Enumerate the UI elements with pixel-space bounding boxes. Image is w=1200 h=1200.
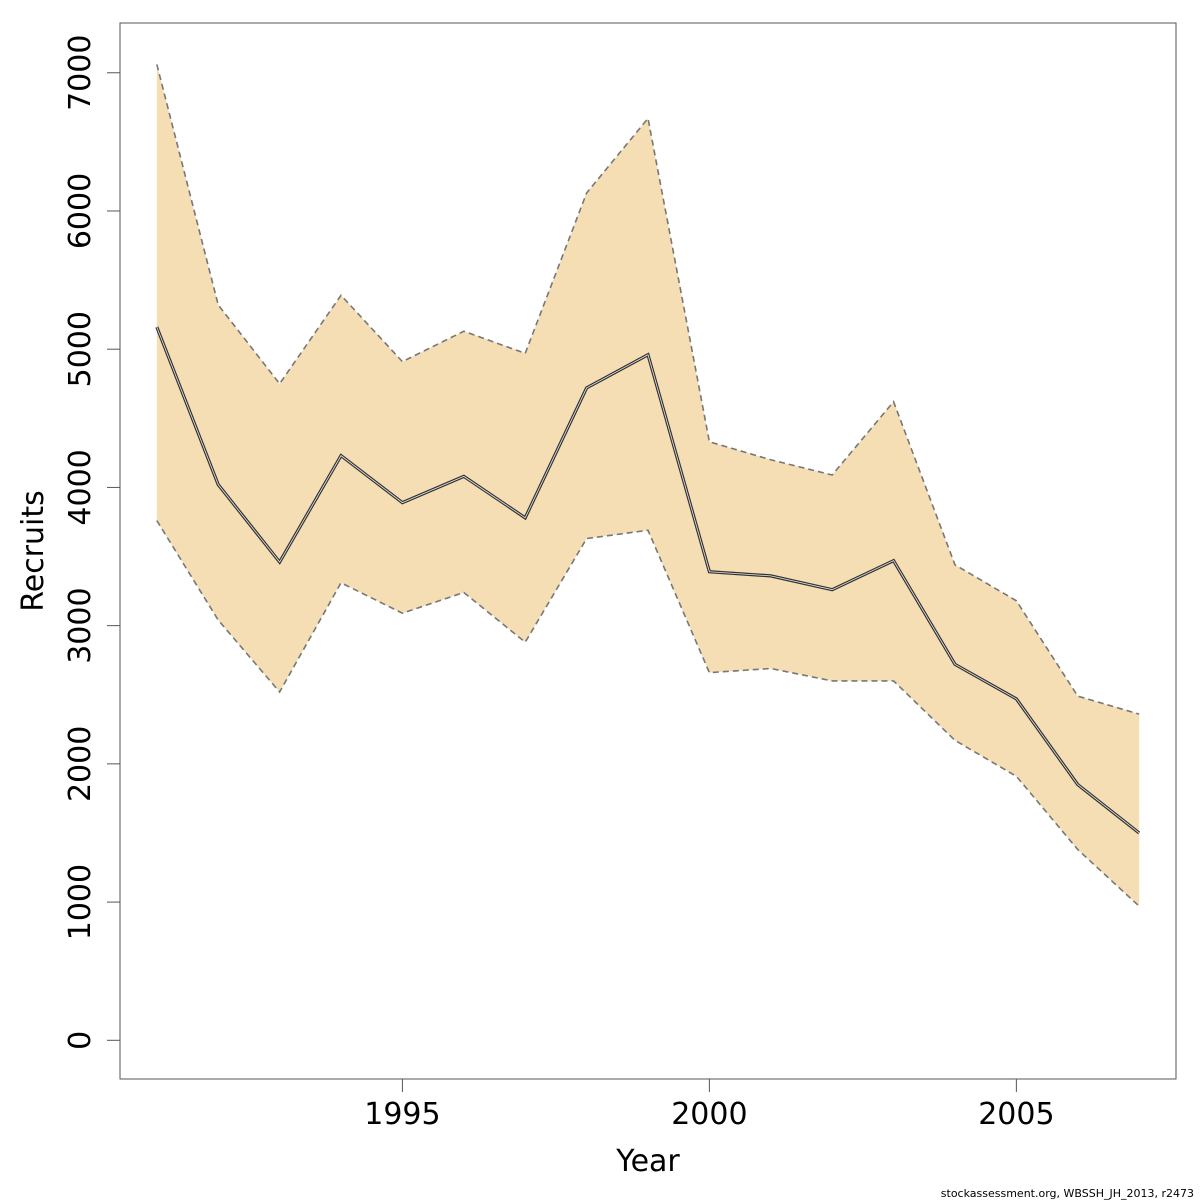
x-tick-label: 2005 [978, 1097, 1054, 1132]
y-tick-label: 3000 [63, 587, 98, 663]
y-tick-label: 2000 [63, 726, 98, 802]
y-tick-label: 0 [63, 1031, 98, 1050]
lower-bound-line [156, 520, 1140, 907]
x-axis-title: Year [615, 1144, 680, 1179]
estimate-line-layer [155, 326, 1141, 835]
x-tick-label: 1995 [364, 1097, 440, 1132]
y-tick-label: 1000 [63, 864, 98, 940]
confidence-band [156, 64, 1140, 907]
y-tick-label: 4000 [63, 449, 98, 525]
y-axis-title: Recruits [16, 490, 51, 612]
y-axis: 0 1000 2000 3000 4000 5000 6000 7000 [63, 35, 121, 1050]
x-axis: 1995 2000 2005 [364, 1078, 1055, 1132]
y-tick-label: 5000 [63, 311, 98, 387]
confidence-band-layer [156, 64, 1140, 907]
credit-text: stockassessment.org, WBSSH_JH_2013, r247… [941, 1187, 1194, 1200]
y-tick-label: 6000 [63, 173, 98, 249]
y-tick-label: 7000 [63, 35, 98, 111]
x-tick-label: 2000 [671, 1097, 747, 1132]
estimate-line [156, 326, 1140, 834]
